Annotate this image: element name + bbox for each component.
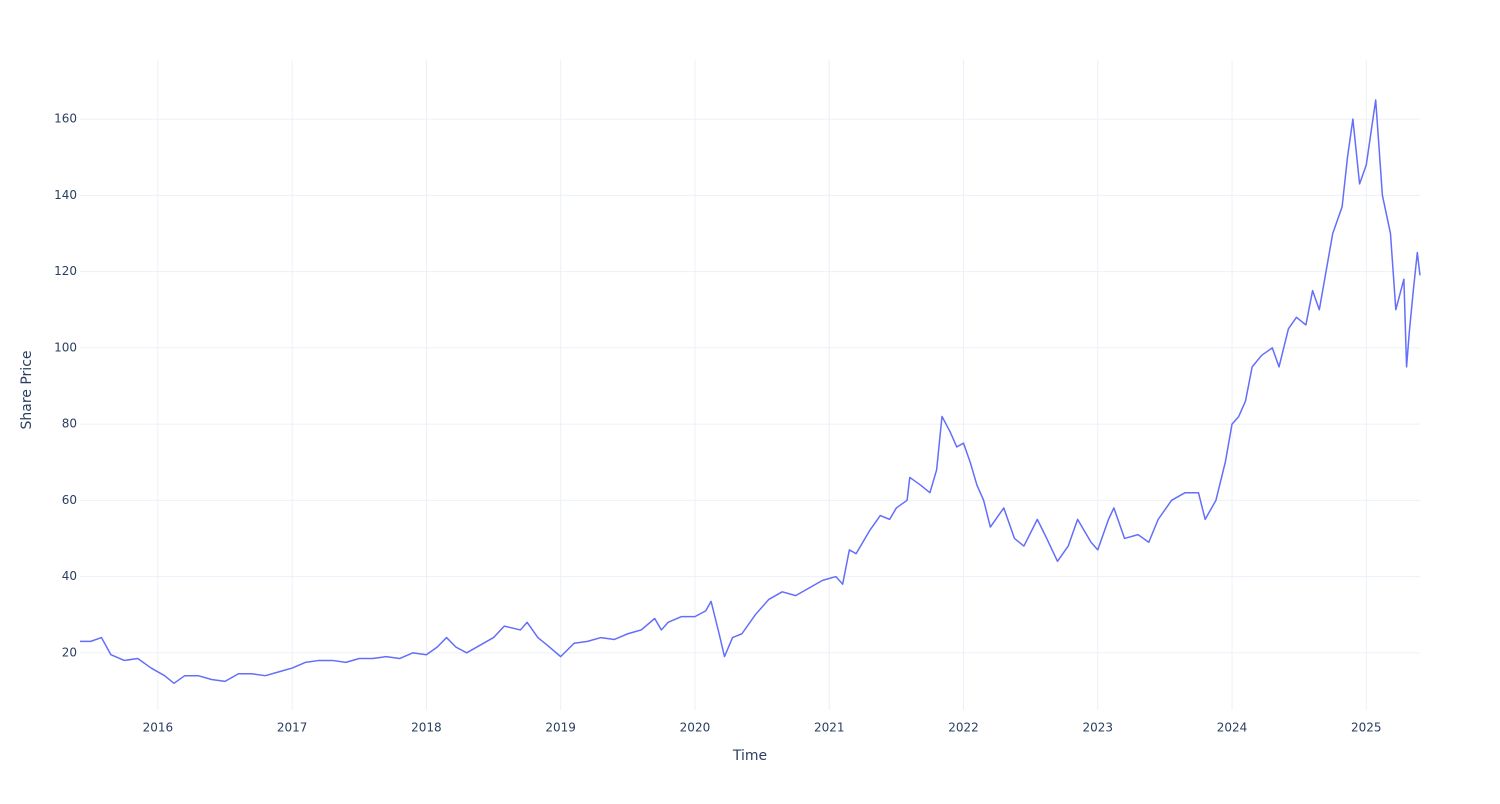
x-tick-label: 2019	[545, 721, 576, 735]
x-tick-label: 2018	[411, 721, 442, 735]
y-tick-label: 80	[62, 417, 77, 431]
x-tick-label: 2016	[143, 721, 174, 735]
y-tick-label: 140	[54, 188, 77, 202]
x-tick-label: 2020	[680, 721, 711, 735]
y-axis-title: Share Price	[19, 350, 35, 429]
y-tick-label: 100	[54, 340, 77, 354]
y-tick-label: 40	[62, 569, 77, 583]
y-tick-label: 160	[54, 112, 77, 126]
x-axis-title: Time	[732, 748, 767, 764]
x-tick-label: 2021	[814, 721, 845, 735]
price-line	[80, 99, 1421, 685]
x-tick-label: 2025	[1351, 721, 1382, 735]
x-tick-label: 2023	[1082, 721, 1113, 735]
x-tick-label: 2024	[1217, 721, 1248, 735]
x-tick-label: 2022	[948, 721, 979, 735]
x-tick-label: 2017	[277, 721, 308, 735]
y-tick-label: 20	[62, 645, 77, 659]
y-tick-label: 60	[62, 493, 77, 507]
y-tick-label: 120	[54, 264, 77, 278]
